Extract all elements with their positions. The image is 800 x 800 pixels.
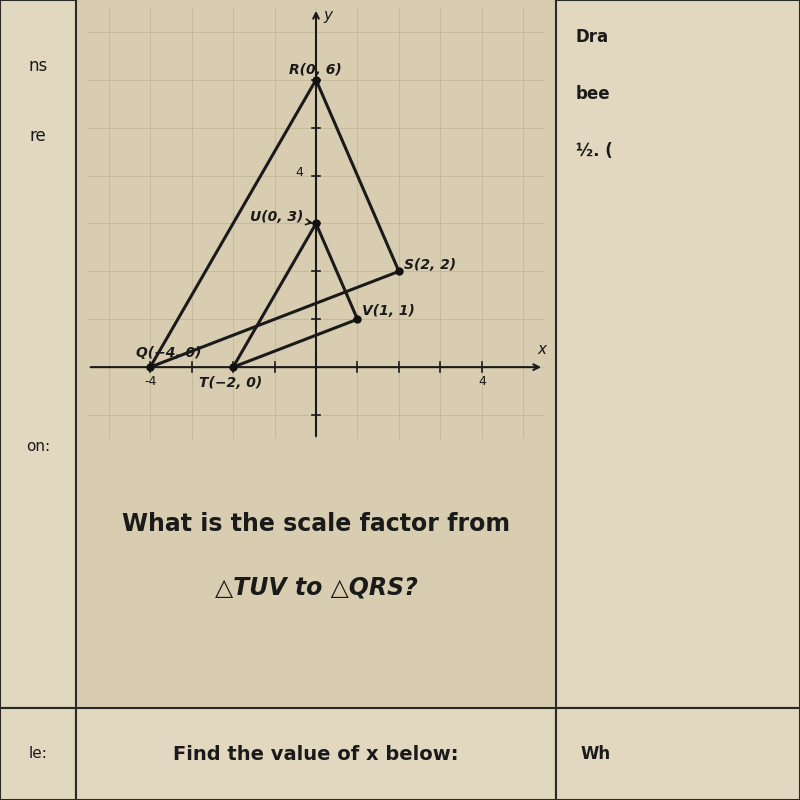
Text: x: x [538,342,546,357]
Text: le:: le: [29,746,47,762]
Text: y: y [323,8,333,23]
Text: R(0, 6): R(0, 6) [289,63,342,77]
Text: Find the value of x below:: Find the value of x below: [174,745,458,763]
Text: Wh: Wh [581,745,610,763]
Text: 4: 4 [478,375,486,388]
Text: ns: ns [28,57,48,74]
Text: 4: 4 [296,166,303,178]
Text: ½. (: ½. ( [575,142,612,160]
Text: △TUV to △QRS?: △TUV to △QRS? [214,576,418,600]
Text: re: re [30,127,46,146]
Text: on:: on: [26,438,50,454]
Text: S(2, 2): S(2, 2) [404,258,456,272]
Text: What is the scale factor from: What is the scale factor from [122,512,510,536]
Text: T(−2, 0): T(−2, 0) [199,376,262,390]
Text: bee: bee [575,85,610,103]
Text: -4: -4 [144,375,156,388]
Text: U(0, 3): U(0, 3) [250,210,311,225]
Text: Dra: Dra [575,28,609,46]
Text: V(1, 1): V(1, 1) [362,305,414,318]
Text: Q(−4, 0): Q(−4, 0) [136,346,201,359]
